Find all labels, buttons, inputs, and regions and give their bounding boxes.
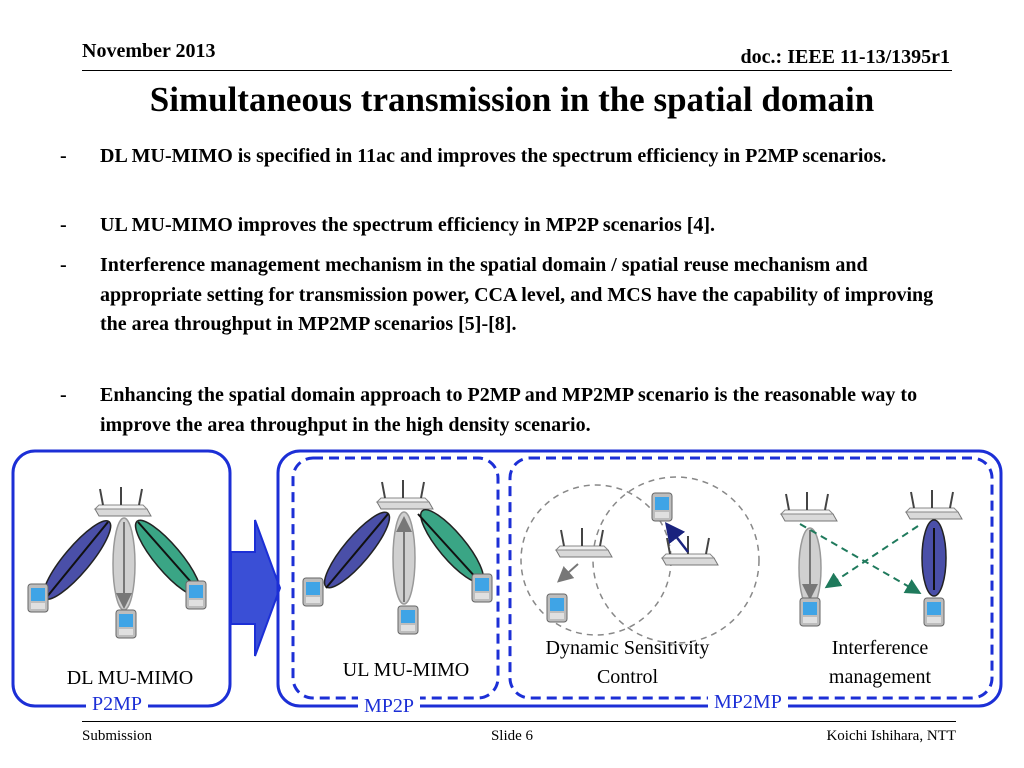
access-point-icon (555, 527, 613, 558)
slide-title: Simultaneous transmission in the spatial… (149, 80, 875, 119)
mp2p-box (291, 456, 500, 700)
footer-submission: Submission (82, 728, 153, 744)
bullet-marker: - (60, 214, 67, 236)
station-phone-icon (923, 597, 945, 627)
station-phone-icon (397, 605, 419, 635)
interference-management-label: Interference management (828, 637, 932, 688)
access-point-icon (661, 535, 719, 566)
transition-arrow (230, 519, 282, 657)
bullet-text: DL MU-MIMO is specified in 11ac and impr… (100, 145, 887, 167)
bullet-item: - Interference management mechanism in t… (60, 251, 960, 371)
access-point-icon (780, 491, 838, 522)
access-point-icon (905, 489, 963, 520)
p2mp-tag: P2MP (86, 690, 149, 719)
bullet-text: Interference management mechanism in the… (100, 254, 934, 335)
footer-slide-number: Slide 6 (490, 728, 534, 744)
spatial-diagram (11, 449, 1003, 708)
bullet-item: - DL MU-MIMO is specified in 11ac and im… (60, 142, 960, 202)
access-point-icon (94, 486, 152, 517)
bullet-marker: - (60, 254, 67, 276)
station-phone-icon (799, 597, 821, 627)
footer-author: Koichi Ishihara, NTT (826, 728, 956, 744)
bullet-marker: - (60, 145, 67, 167)
multipoint-box (276, 449, 1003, 708)
station-phone-icon (115, 609, 137, 639)
station-phone-icon (27, 583, 49, 613)
station-phone-icon (302, 577, 324, 607)
bullet-item: - UL MU-MIMO improves the spectrum effic… (60, 211, 960, 241)
station-phone-icon (651, 492, 673, 522)
station-phone-icon (546, 593, 568, 623)
bullet-item: - Enhancing the spatial domain approach … (60, 381, 960, 441)
bullet-text: UL MU-MIMO improves the spectrum efficie… (100, 214, 716, 236)
ul-mu-mimo-label: UL MU-MIMO (342, 659, 470, 681)
bullet-marker: - (60, 384, 67, 406)
access-point-icon (376, 479, 434, 510)
header-doc-id: doc.: IEEE 11-13/1395r1 (740, 46, 950, 68)
mp2p-tag: MP2P (358, 692, 421, 721)
bullet-text: Enhancing the spatial domain approach to… (100, 384, 918, 436)
station-phone-icon (185, 580, 207, 610)
header-divider (82, 70, 952, 71)
footer-divider (82, 721, 956, 722)
mp2mp-tag: MP2MP (708, 688, 788, 717)
header-date: November 2013 (82, 40, 216, 62)
dl-mu-mimo-label: DL MU-MIMO (66, 667, 194, 689)
station-phone-icon (471, 573, 493, 603)
dsc-label: Dynamic Sensitivity Control (545, 637, 710, 688)
